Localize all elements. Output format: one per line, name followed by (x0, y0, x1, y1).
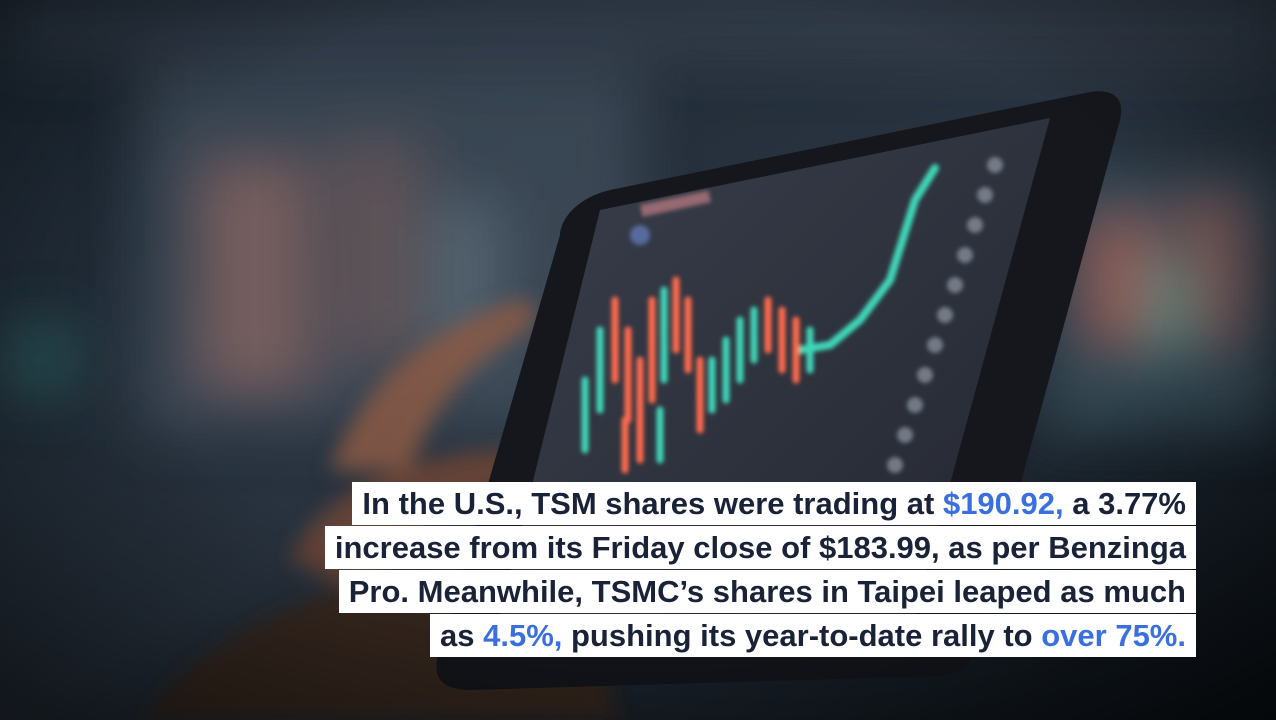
caption-line-4: as 4.5%, pushing its year-to-date rally … (429, 614, 1196, 657)
caption-line-4-mid: pushing its year-to-date rally to (562, 618, 1042, 653)
caption-line-1: In the U.S., TSM shares were trading at … (352, 482, 1196, 525)
caption-row-4: as 4.5%, pushing its year-to-date rally … (216, 614, 1196, 658)
caption-highlight-price: $190.92, (942, 486, 1064, 521)
caption-highlight-percent: 4.5%, (483, 618, 563, 653)
caption-line-3: Pro. Meanwhile, TSMC’s shares in Taipei … (338, 570, 1196, 613)
caption-row-2: increase from its Friday close of $183.9… (216, 526, 1196, 570)
caption-highlight-rally: over 75%. (1041, 618, 1186, 653)
caption-line-4-pre: as (439, 618, 484, 653)
caption-row-1: In the U.S., TSM shares were trading at … (216, 482, 1196, 526)
caption-line-1-pre: In the U.S., TSM shares were trading at (362, 486, 943, 521)
caption-block: In the U.S., TSM shares were trading at … (216, 482, 1196, 658)
caption-line-1-post: a 3.77% (1063, 486, 1186, 521)
caption-line-2: increase from its Friday close of $183.9… (324, 526, 1196, 569)
caption-row-3: Pro. Meanwhile, TSMC’s shares in Taipei … (216, 570, 1196, 614)
